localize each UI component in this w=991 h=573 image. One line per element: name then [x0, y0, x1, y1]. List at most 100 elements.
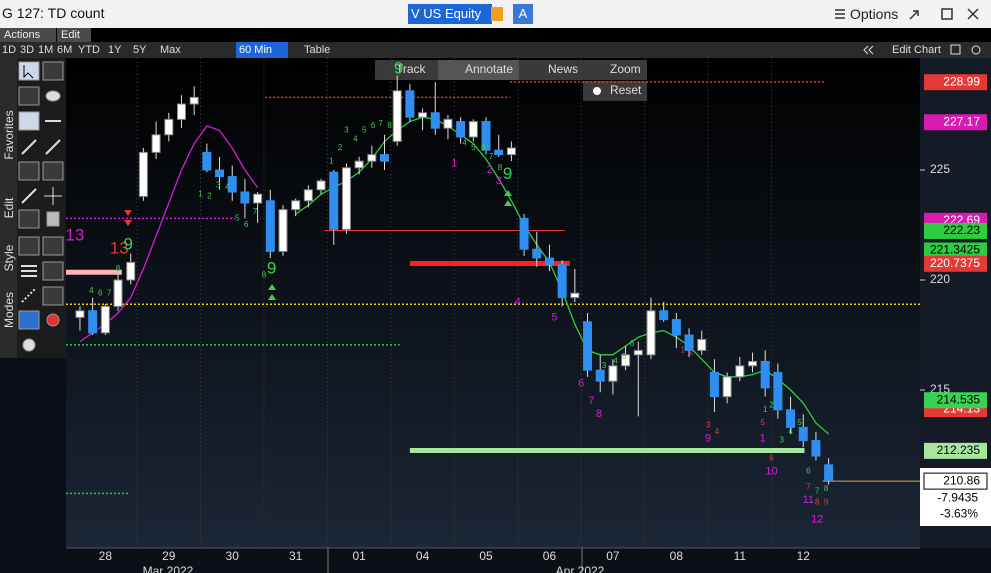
side-tab[interactable]: Style: [2, 244, 16, 271]
candle-body: [380, 154, 390, 162]
td-count: 8: [262, 271, 267, 280]
candle-body: [202, 151, 212, 171]
x-tick-label: 01: [352, 549, 366, 563]
security-input[interactable]: V US Equity: [408, 4, 492, 24]
side-tab[interactable]: Modes: [2, 292, 16, 328]
td-count: 6: [769, 453, 774, 462]
tool-pen[interactable]: [42, 61, 64, 81]
tool-ray[interactable]: [45, 139, 61, 155]
pointer-glyph: [23, 65, 34, 79]
change-label: -7.9435: [937, 490, 978, 504]
tool-button[interactable]: Zoom: [610, 62, 641, 76]
price-axis: [920, 58, 991, 548]
tool-draw[interactable]: [21, 188, 37, 204]
range-button[interactable]: 1M: [38, 44, 54, 56]
tool-palette[interactable]: [46, 313, 60, 327]
tool-pointer[interactable]: [18, 61, 40, 81]
range-button[interactable]: Table: [304, 44, 331, 56]
candle-body: [646, 310, 656, 356]
td-count: 5: [471, 143, 476, 152]
tool-delete[interactable]: [46, 211, 60, 227]
tool-font[interactable]: [18, 236, 40, 256]
x-tick-label: 08: [670, 549, 684, 563]
td-count: 10: [765, 465, 777, 477]
tool-annotate[interactable]: [18, 111, 40, 131]
td-count: 2: [207, 192, 212, 201]
edit-icons: [950, 44, 981, 55]
candle-body: [291, 200, 301, 211]
tool-settings[interactable]: [22, 338, 36, 352]
tool-trend[interactable]: [21, 139, 37, 155]
td-count: 6: [98, 288, 103, 297]
x-tick-label: 29: [162, 549, 176, 563]
td-count: 1: [680, 346, 685, 355]
candle-body: [570, 292, 580, 299]
tool-magnet[interactable]: [18, 310, 40, 330]
range-button[interactable]: 60 Min: [236, 42, 289, 58]
candle-body: [303, 189, 313, 202]
input-handle: [491, 7, 503, 21]
candle-body: [506, 147, 516, 156]
side-tab[interactable]: Edit: [2, 197, 16, 218]
candle-body: [151, 134, 161, 153]
window-title: G 127: TD count: [2, 5, 105, 21]
tool-button[interactable]: Annotate: [465, 62, 513, 76]
menu-item[interactable]: Edit: [57, 28, 91, 42]
candle-body: [392, 90, 402, 142]
price-tag-label: 227.17: [943, 114, 980, 128]
candle-body: [88, 310, 98, 334]
popout-icon[interactable]: [909, 10, 919, 20]
td-count: 1: [198, 189, 203, 198]
tool-mode[interactable]: [42, 286, 64, 306]
candle-body: [138, 151, 148, 197]
tool-dash[interactable]: [21, 287, 37, 303]
candle-body: [341, 167, 351, 230]
candle-body: [456, 121, 466, 138]
tool-button[interactable]: Track: [396, 62, 427, 76]
candle-body: [532, 248, 542, 259]
candle-body: [75, 310, 85, 318]
range-button[interactable]: YTD: [78, 44, 100, 56]
range-button[interactable]: 1D: [2, 44, 17, 56]
td-count: 13: [65, 225, 84, 244]
x-tick-label: 05: [479, 549, 493, 563]
reset-button[interactable]: [583, 81, 647, 101]
reset-label[interactable]: Reset: [610, 83, 642, 97]
tool-style[interactable]: [42, 261, 64, 281]
x-tick-label: 30: [226, 549, 240, 563]
options-button[interactable]: Options: [850, 6, 899, 22]
td-count: 7: [378, 119, 383, 128]
options-icon: [835, 9, 845, 19]
range-button[interactable]: 6M: [57, 44, 73, 56]
x-tick-label: 06: [543, 549, 557, 563]
price-tag: [924, 242, 987, 259]
menu-bar: Actions Edit: [0, 28, 991, 42]
x-tick-label: 07: [606, 549, 620, 563]
tool-p[interactable]: [18, 161, 40, 181]
candle-body: [773, 371, 783, 411]
tool-ellipse[interactable]: [45, 90, 61, 102]
x-tick-label: 28: [99, 549, 113, 563]
tool-add[interactable]: [18, 209, 40, 229]
range-button[interactable]: 5Y: [133, 44, 147, 56]
tool-button[interactable]: News: [548, 62, 578, 76]
tool-text[interactable]: [18, 86, 40, 106]
edit-chart-button[interactable]: Edit Chart: [892, 44, 941, 56]
range-button[interactable]: 3D: [20, 44, 35, 56]
tool-lines[interactable]: [21, 265, 37, 277]
td-count: 3: [779, 436, 784, 445]
close-icon[interactable]: [967, 8, 979, 20]
candle-body: [227, 176, 237, 193]
tool-r[interactable]: [42, 161, 64, 181]
maximize-icon[interactable]: [941, 8, 953, 20]
range-button[interactable]: 1Y: [108, 44, 122, 56]
side-tab[interactable]: Favorites: [2, 110, 16, 159]
tool-move[interactable]: [44, 187, 62, 205]
tool-color[interactable]: [42, 236, 64, 256]
td-count: 3: [216, 181, 221, 190]
lang-button[interactable]: A: [513, 4, 533, 24]
menu-item[interactable]: Actions: [0, 28, 56, 42]
td-count: 8: [498, 163, 503, 172]
range-button[interactable]: Max: [160, 44, 181, 56]
